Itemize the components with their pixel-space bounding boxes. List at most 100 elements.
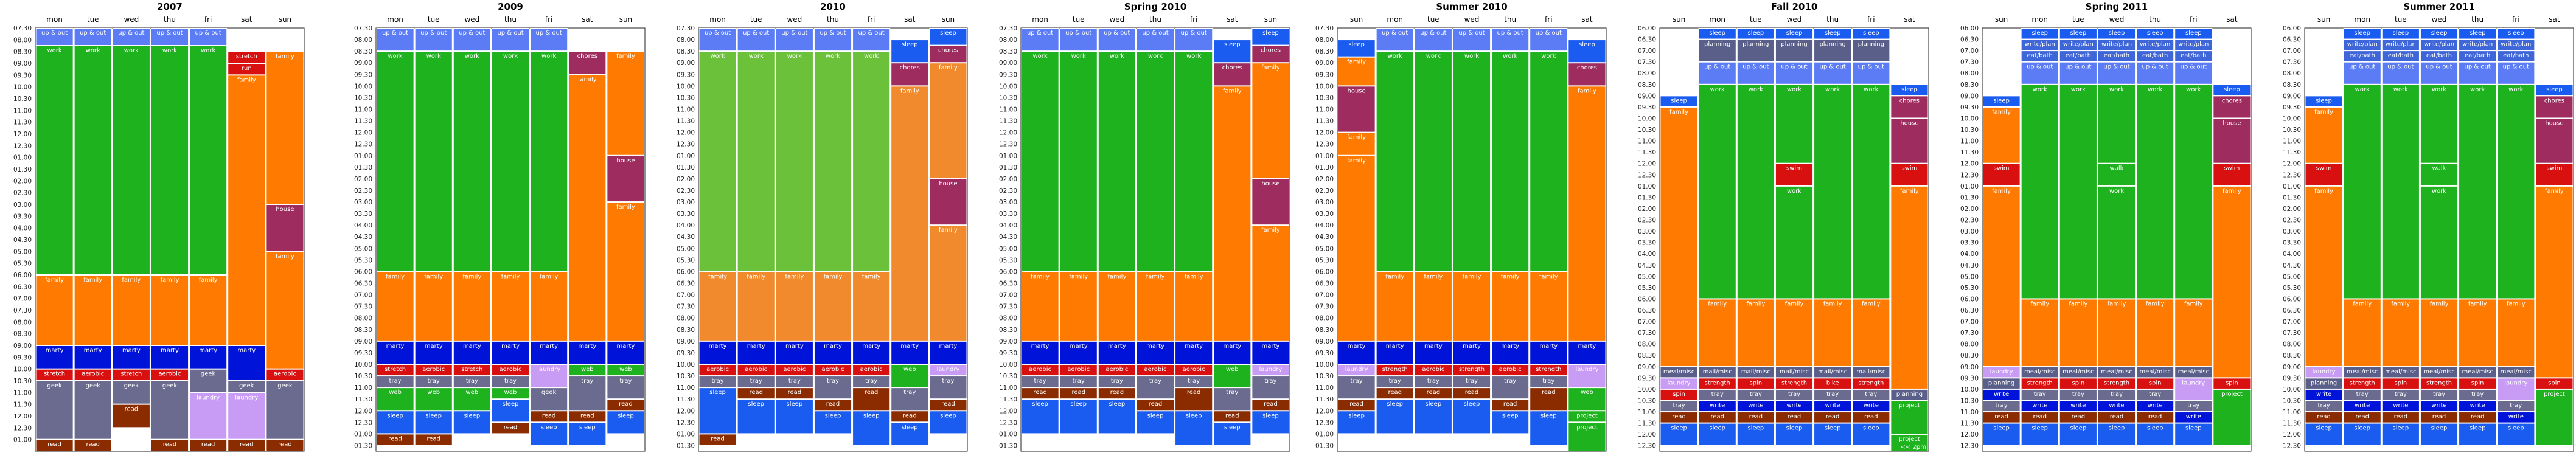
- y-tick-label: 10.00: [1638, 386, 1656, 393]
- activity-block: [1982, 423, 2021, 446]
- activity-label: read: [388, 435, 402, 442]
- activity-label: write/plan: [2025, 41, 2055, 48]
- activity-block: [112, 404, 150, 428]
- y-tick-label: 07.00: [354, 292, 372, 299]
- activity-label: sleep: [2354, 425, 2370, 432]
- y-tick-label: 08.00: [1638, 70, 1656, 77]
- activity-label: up & out: [536, 30, 562, 36]
- y-tick-label: 10.30: [1638, 127, 1656, 134]
- activity-block: [2213, 378, 2251, 389]
- activity-block: [1414, 271, 1452, 341]
- activity-block: [1736, 378, 1775, 389]
- activity-block: [453, 341, 491, 364]
- activity-block: [2021, 299, 2059, 367]
- activity-label: sleep: [2431, 30, 2448, 36]
- y-tick-label: 08.00: [1315, 315, 1334, 322]
- activity-label: spin: [2395, 380, 2407, 386]
- activity-block: [453, 271, 491, 341]
- y-tick-label: 02.30: [1315, 187, 1334, 195]
- activity-block: [1452, 399, 1491, 434]
- activity-label: spin: [2072, 380, 2085, 386]
- activity-block: [2097, 299, 2136, 367]
- activity-block: [698, 271, 737, 341]
- y-tick-label: 08.30: [354, 48, 372, 55]
- activity-label: marty: [1223, 343, 1241, 350]
- y-tick-label: 04.30: [1638, 262, 1656, 269]
- activity-block: [2420, 185, 2459, 299]
- activity-label: up & out: [743, 30, 769, 36]
- activity-block: [1852, 28, 1890, 40]
- activity-label: eat/bath: [2066, 52, 2091, 59]
- activity-block: [1736, 423, 1775, 446]
- activity-block: [737, 399, 775, 434]
- activity-label: web: [389, 389, 402, 396]
- activity-label: work: [1787, 188, 1801, 195]
- y-tick-label: 09.00: [1315, 60, 1334, 67]
- activity-label: meal/misc: [2063, 369, 2094, 375]
- activity-block: [228, 392, 266, 440]
- activity-block: [1814, 299, 1852, 367]
- activity-block: [2136, 28, 2174, 40]
- activity-block: [1491, 399, 1530, 411]
- activity-label: read: [2355, 414, 2369, 420]
- activity-label: eat/bath: [2503, 52, 2529, 59]
- activity-label: eat/bath: [2027, 52, 2053, 59]
- y-tick-label: 10.00: [1315, 83, 1334, 90]
- activity-block: [1098, 399, 1136, 434]
- activity-block: [1530, 341, 1568, 364]
- activity-block: [568, 411, 607, 423]
- activity-label: family: [616, 204, 635, 210]
- activity-label: family: [2108, 300, 2126, 307]
- y-tick-label: 11.30: [677, 118, 695, 125]
- activity-block: [1890, 163, 1929, 186]
- day-header: thu: [1826, 15, 1839, 24]
- activity-block: [1852, 84, 1890, 299]
- activity-label: house: [1900, 120, 1918, 127]
- activity-block: [1414, 28, 1452, 52]
- activity-label: read: [749, 389, 763, 396]
- activity-label: family: [1146, 273, 1165, 280]
- activity-label: tray: [1111, 378, 1123, 384]
- y-tick-label: 11.00: [1960, 409, 1979, 416]
- y-tick-label: 12.30: [354, 419, 372, 426]
- y-tick-label: 10.00: [354, 83, 372, 90]
- day-header: sun: [2317, 15, 2330, 24]
- activity-block: [1736, 299, 1775, 367]
- activity-label: work: [2186, 86, 2201, 93]
- activity-label: tray: [903, 389, 916, 396]
- y-tick-label: 01.30: [999, 164, 1017, 172]
- y-tick-label: 09.30: [13, 354, 32, 361]
- activity-label: read: [2110, 414, 2124, 420]
- activity-block: [1698, 423, 1736, 446]
- activity-block: [2021, 84, 2059, 299]
- activity-label: work: [1464, 53, 1479, 60]
- y-tick-label: 09.30: [1315, 350, 1334, 357]
- activity-block: [698, 364, 737, 376]
- activity-block: [2420, 378, 2459, 389]
- y-tick-label: 06.30: [1638, 307, 1656, 314]
- activity-label: family: [2146, 300, 2165, 307]
- activity-block: [1775, 163, 1814, 186]
- chart-note: < 1am: [2550, 444, 2571, 451]
- y-tick-label: 01.30: [999, 442, 1017, 449]
- activity-label: family: [1347, 59, 1366, 66]
- activity-label: planning: [1781, 41, 1807, 48]
- y-tick-label: 08.30: [2283, 81, 2301, 89]
- activity-label: work: [1071, 53, 1086, 60]
- activity-label: family: [1261, 64, 1280, 71]
- y-tick-label: 08.00: [1315, 36, 1334, 44]
- activity-label: sleep: [618, 412, 634, 419]
- y-tick-label: 10.30: [13, 95, 32, 103]
- activity-label: tray: [1034, 378, 1046, 384]
- y-tick-label: 08.30: [677, 327, 695, 334]
- day-header: mon: [709, 15, 726, 24]
- activity-block: [2497, 84, 2535, 299]
- activity-label: family: [2314, 109, 2333, 116]
- y-tick-label: 12.00: [13, 131, 32, 138]
- activity-label: chores: [1222, 64, 1242, 71]
- activity-block: [266, 204, 304, 252]
- activity-label: write/plan: [2386, 41, 2416, 48]
- activity-block: [1698, 366, 1736, 378]
- activity-block: [2343, 84, 2381, 299]
- activity-block: [1568, 341, 1606, 364]
